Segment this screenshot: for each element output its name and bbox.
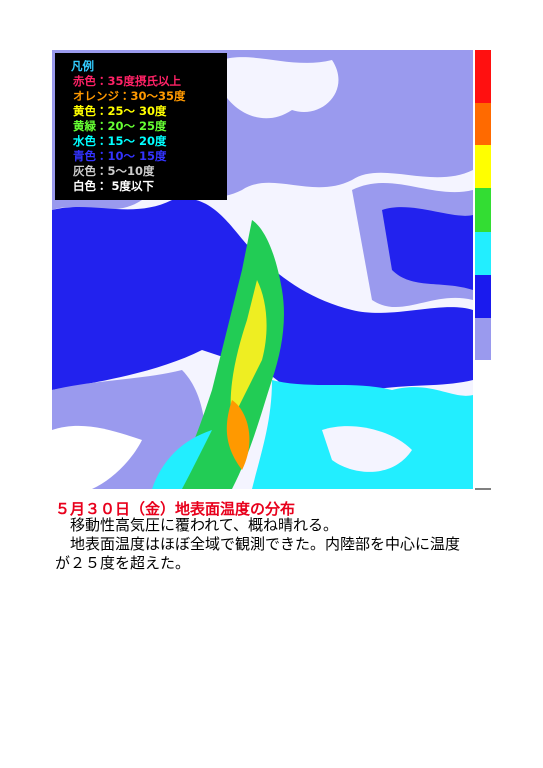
legend-item: 水色：15～ 20度 <box>73 134 167 148</box>
legend-item: 白色： 5度以下 <box>73 179 155 193</box>
temperature-map <box>52 50 473 489</box>
legend: 凡例 赤色：35度摂氏以上 オレンジ：30～35度 黄色：25～ 30度 黄緑：… <box>55 53 227 200</box>
legend-item: 灰色：5～10度 <box>73 164 155 178</box>
paragraph: 移動性高気圧に覆われて、概ね晴れる。 <box>55 516 339 534</box>
legend-item: 赤色：35度摂氏以上 <box>73 74 182 88</box>
legend-item: オレンジ：30～35度 <box>73 89 186 103</box>
legend-title: 凡例 <box>71 59 94 73</box>
legend-item: 黄色：25～ 30度 <box>73 104 167 118</box>
heading: ５月３０日（金）地表面温度の分布 <box>55 500 296 518</box>
legend-item: 黄緑：20～ 25度 <box>73 119 167 133</box>
legend-item: 青色：10～ 15度 <box>73 149 167 163</box>
body-text: 移動性高気圧に覆われて、概ね晴れる。 地表面温度はほぼ全域で観測できた。内陸部を… <box>55 516 467 573</box>
color-scale <box>475 50 491 490</box>
paragraph: 地表面温度はほぼ全域で観測できた。内陸部を中心に温度が２５度を超えた。 <box>55 535 461 572</box>
